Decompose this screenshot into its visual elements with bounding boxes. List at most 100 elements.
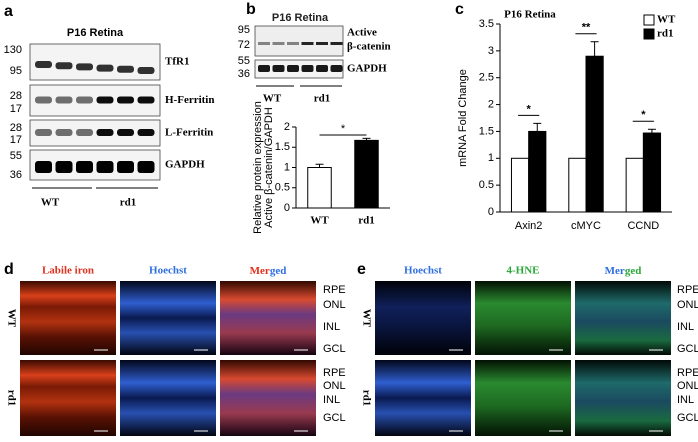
blot-band xyxy=(96,96,114,104)
layer-label: ONL xyxy=(677,380,698,392)
blot-band xyxy=(96,129,114,136)
blot-band xyxy=(330,65,343,72)
group-label: rd1 xyxy=(120,197,137,209)
error-bar xyxy=(533,122,542,132)
micrograph xyxy=(220,281,316,355)
merged-part: Mer xyxy=(250,265,270,277)
merged-part: ged xyxy=(270,265,287,277)
blot-band xyxy=(35,96,52,104)
x-tick-label: CCND xyxy=(627,220,659,232)
blot-band xyxy=(316,42,328,45)
bar xyxy=(568,157,587,213)
significance-label: ** xyxy=(582,22,591,34)
blot-band xyxy=(137,96,155,104)
blot-band xyxy=(117,65,134,73)
blot-band xyxy=(55,129,73,136)
bar xyxy=(642,132,662,213)
legend-label: rd1 xyxy=(657,28,674,40)
panel-label: c xyxy=(455,1,464,18)
blot-band xyxy=(258,42,270,45)
blot-band xyxy=(55,62,73,70)
column-header: Labile iron xyxy=(42,265,94,277)
y-tick-label: 0.5 xyxy=(479,179,494,191)
layer-label: RPE xyxy=(323,284,346,296)
bar xyxy=(307,167,332,209)
layer-label: RPE xyxy=(677,284,698,296)
blot-band xyxy=(258,65,270,72)
panel-title: P16 Retina xyxy=(272,12,329,24)
blot-band xyxy=(117,161,134,173)
marker-label: 55 xyxy=(238,55,250,67)
blot-band xyxy=(55,161,73,173)
band-label: GAPDH xyxy=(347,63,387,75)
band-label: L-Ferritin xyxy=(165,127,213,139)
layer-label: RPE xyxy=(323,367,346,379)
marker-label: 95 xyxy=(238,24,250,36)
layer-label: GCL xyxy=(677,343,698,355)
legend-label: WT xyxy=(657,14,676,26)
blot-band xyxy=(117,96,134,104)
bar xyxy=(510,157,530,213)
marker-label: 36 xyxy=(238,68,250,80)
blot-band xyxy=(287,42,299,45)
blot-band xyxy=(35,61,52,68)
x-tick-label: rd1 xyxy=(358,215,375,227)
column-header: Merged xyxy=(605,265,642,277)
micrograph xyxy=(20,281,116,355)
blot-band xyxy=(272,42,285,45)
row-label: rd1 xyxy=(360,390,372,407)
marker-label: 55 xyxy=(10,150,22,162)
panel-title: P16 Retina xyxy=(67,27,124,39)
blot-frame xyxy=(29,43,161,81)
marker-label: 17 xyxy=(10,103,22,115)
layer-label: INL xyxy=(677,321,694,333)
x-tick-label: cMYC xyxy=(571,220,601,232)
group-label: WT xyxy=(263,93,282,105)
column-header: 4-HNE xyxy=(507,265,540,277)
panel-label: b xyxy=(246,1,256,18)
row-label: rd1 xyxy=(5,390,17,407)
x-tick-label: Axin2 xyxy=(515,220,543,232)
y-axis-label: Active β-catenin/GAPDH xyxy=(263,107,275,228)
y-tick-label: 2.5 xyxy=(479,72,494,84)
blot-band xyxy=(137,129,155,136)
band-label: GAPDH xyxy=(165,159,205,171)
blot-band xyxy=(76,161,93,173)
blot-band xyxy=(76,63,93,71)
band-label: H-Ferritin xyxy=(165,94,214,106)
panel-label: e xyxy=(357,261,366,278)
error-bar xyxy=(590,41,599,57)
blot-band xyxy=(76,96,93,104)
layer-label: ONL xyxy=(323,299,346,311)
blot-band xyxy=(76,129,93,136)
blot-band xyxy=(316,65,328,72)
blot-band xyxy=(96,64,114,72)
blot-band xyxy=(330,42,343,45)
column-header: Merged xyxy=(250,265,287,277)
marker-label: 28 xyxy=(10,122,22,134)
micrograph xyxy=(220,360,316,436)
panel-label: a xyxy=(4,3,13,20)
blot-band xyxy=(287,65,299,72)
y-tick-label: 0.5 xyxy=(275,182,290,194)
layer-label: INL xyxy=(323,321,340,333)
significance-label: * xyxy=(341,123,346,135)
blot-frame xyxy=(254,25,344,57)
micrograph xyxy=(20,360,116,436)
y-tick-label: 2 xyxy=(488,98,494,110)
bar xyxy=(625,157,644,213)
legend-swatch xyxy=(643,14,655,26)
micrograph xyxy=(375,281,471,355)
bar xyxy=(354,139,379,209)
significance-label: * xyxy=(527,103,532,115)
merged-part: Mer xyxy=(605,265,625,277)
layer-label: INL xyxy=(323,394,340,406)
y-tick-label: 2 xyxy=(284,121,290,133)
band-label: TfR1 xyxy=(165,56,189,68)
blot-band xyxy=(301,42,314,45)
blot-band xyxy=(35,161,52,173)
micrograph xyxy=(575,281,671,355)
y-tick-label: 1.5 xyxy=(275,141,290,153)
layer-label: GCL xyxy=(323,343,346,355)
